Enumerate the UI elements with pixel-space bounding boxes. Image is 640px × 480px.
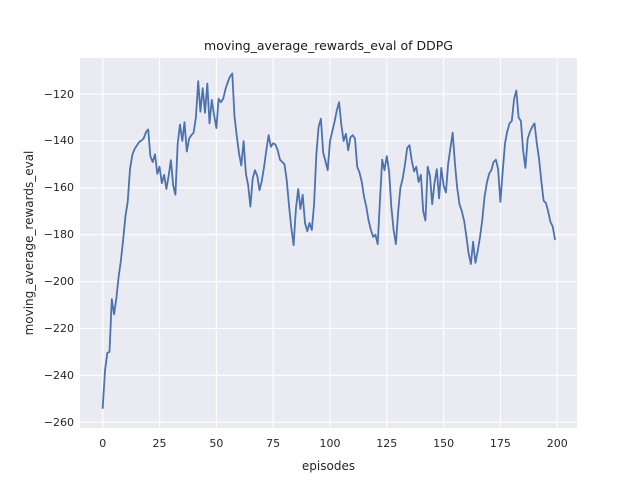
x-tick-label: 125	[376, 437, 398, 450]
y-axis-label: moving_average_rewards_eval	[22, 150, 36, 336]
y-tick-label: −200	[43, 275, 74, 289]
x-tick-label: 75	[266, 437, 281, 450]
x-tick-label: 25	[152, 437, 167, 450]
y-tick-label: −120	[43, 87, 74, 101]
y-tick-label: −260	[43, 415, 74, 429]
y-tick-label: −160	[43, 181, 74, 195]
x-tick-label: 200	[546, 437, 568, 450]
y-tick-label: −220	[43, 321, 74, 335]
series-line	[101, 72, 556, 410]
x-tick-label: 100	[319, 437, 341, 450]
y-tick-label: −140	[43, 134, 74, 148]
x-tick-label: 150	[433, 437, 455, 450]
x-tick-label: 0	[99, 437, 107, 450]
line-chart	[80, 58, 577, 428]
x-axis-label: episodes	[301, 459, 356, 473]
x-tick-label: 175	[489, 437, 511, 450]
chart-title: moving_average_rewards_eval of DDPG	[204, 38, 453, 53]
plot-area	[80, 58, 577, 428]
y-tick-label: −240	[43, 368, 74, 382]
x-tick-label: 50	[209, 437, 224, 450]
y-tick-label: −180	[43, 228, 74, 242]
